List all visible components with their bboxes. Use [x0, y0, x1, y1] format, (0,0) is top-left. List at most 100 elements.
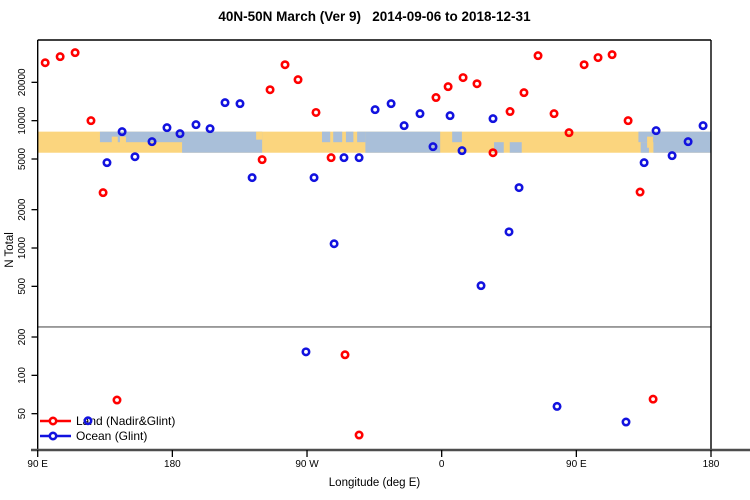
data-point-ocean	[639, 158, 649, 168]
data-point-land	[98, 188, 108, 198]
data-point-land	[340, 350, 350, 360]
data-point-ocean	[247, 173, 257, 183]
data-point-land	[533, 51, 543, 61]
data-point-ocean	[504, 227, 514, 237]
x-tick-label: 180	[164, 459, 181, 470]
data-point-land	[293, 75, 303, 85]
data-point-land	[472, 79, 482, 89]
map-band-island	[119, 136, 126, 148]
map-band-ocean-segment	[653, 131, 711, 153]
map-band-ocean-segment	[357, 131, 366, 143]
data-point-ocean	[309, 173, 319, 183]
data-point-land	[40, 58, 50, 68]
chart-title: 40N-50N March (Ver 9) 2014-09-06 to 2018…	[218, 9, 531, 24]
y-tick-label: 20000	[17, 68, 28, 96]
y-tick-label: 200	[17, 328, 28, 345]
data-point-ocean	[651, 126, 661, 136]
x-tick-label: 0	[439, 459, 445, 470]
data-point-land	[257, 155, 267, 165]
data-point-ocean	[399, 121, 409, 131]
data-point-ocean	[428, 142, 438, 152]
x-tick-label: 90 E	[27, 459, 48, 470]
data-point-ocean	[698, 121, 708, 131]
data-point-land	[593, 53, 603, 63]
legend-label-ocean: Ocean (Glint)	[76, 429, 148, 443]
data-point-ocean	[175, 129, 185, 139]
map-band-ocean-segment	[640, 142, 649, 153]
data-point-land	[326, 153, 336, 163]
data-point-ocean	[191, 120, 201, 130]
map-band-ocean-segment	[99, 131, 183, 143]
map-band-ocean-segment	[638, 131, 654, 143]
y-tick-label: 5000	[17, 147, 28, 170]
data-point-land	[55, 52, 65, 62]
data-point-land	[280, 60, 290, 70]
y-tick-label: 10000	[17, 106, 28, 134]
data-point-ocean	[386, 99, 396, 109]
y-tick-label: 500	[17, 278, 28, 295]
data-point-land	[458, 73, 468, 83]
map-band-ocean-segment	[333, 131, 343, 143]
y-tick-label: 1000	[17, 236, 28, 259]
y-tick-label: 100	[17, 367, 28, 384]
data-point-land	[70, 48, 80, 58]
map-band-island	[647, 136, 653, 148]
data-point-ocean	[130, 152, 140, 162]
map-band-ocean-segment	[452, 131, 462, 143]
data-point-land	[488, 148, 498, 158]
data-point-land	[607, 50, 617, 60]
map-band-island	[111, 136, 118, 148]
data-point-ocean	[552, 401, 562, 411]
x-tick-label: 90 E	[566, 459, 587, 470]
data-point-ocean	[301, 347, 311, 357]
map-band-ocean-segment	[365, 131, 441, 153]
map-band-ocean-segment	[509, 142, 522, 153]
data-point-land	[112, 395, 122, 405]
data-point-ocean	[162, 123, 172, 133]
x-axis-title: Longitude (deg E)	[328, 477, 421, 489]
data-point-ocean	[220, 98, 230, 108]
data-point-ocean	[667, 151, 677, 161]
data-point-ocean	[457, 146, 467, 156]
data-point-ocean	[354, 153, 364, 163]
data-point-land	[443, 82, 453, 92]
data-point-land	[579, 60, 589, 70]
data-point-land	[519, 88, 529, 98]
data-point-ocean	[329, 239, 339, 249]
data-point-land	[549, 109, 559, 119]
map-band-ocean-segment	[345, 131, 354, 143]
data-point-ocean	[339, 153, 349, 163]
map-band-ocean-segment	[321, 131, 331, 143]
y-axis-title: N Total	[4, 232, 16, 268]
data-point-land	[354, 430, 364, 440]
data-point-ocean	[235, 99, 245, 109]
data-point-ocean	[445, 111, 455, 121]
data-point-ocean	[147, 137, 157, 147]
data-point-ocean	[205, 124, 215, 134]
data-point-ocean	[683, 137, 693, 147]
y-tick-label: 2000	[17, 198, 28, 221]
legend-label-land: Land (Nadir&Glint)	[76, 414, 176, 428]
data-point-land	[311, 107, 321, 117]
y-tick-label: 50	[17, 408, 28, 420]
x-tick-label: 90 W	[295, 459, 319, 470]
data-point-land	[648, 394, 658, 404]
legend-symbol-ocean-icon	[48, 431, 58, 441]
data-point-ocean	[102, 158, 112, 168]
map-band-island	[256, 131, 263, 140]
data-point-land	[635, 187, 645, 197]
data-point-ocean	[415, 109, 425, 119]
data-point-land	[265, 85, 275, 95]
data-point-land	[623, 116, 633, 126]
data-point-land	[86, 116, 96, 126]
data-point-ocean	[117, 127, 127, 137]
map-band-ocean-segment	[494, 142, 504, 153]
legend-symbol-land-icon	[48, 416, 58, 426]
map-band-ocean-segment	[182, 131, 263, 153]
data-point-ocean	[476, 281, 486, 291]
data-point-land	[564, 128, 574, 138]
data-point-ocean	[621, 417, 631, 427]
map-band-land	[37, 131, 711, 153]
data-point-ocean	[370, 105, 380, 115]
data-point-land	[505, 107, 515, 117]
